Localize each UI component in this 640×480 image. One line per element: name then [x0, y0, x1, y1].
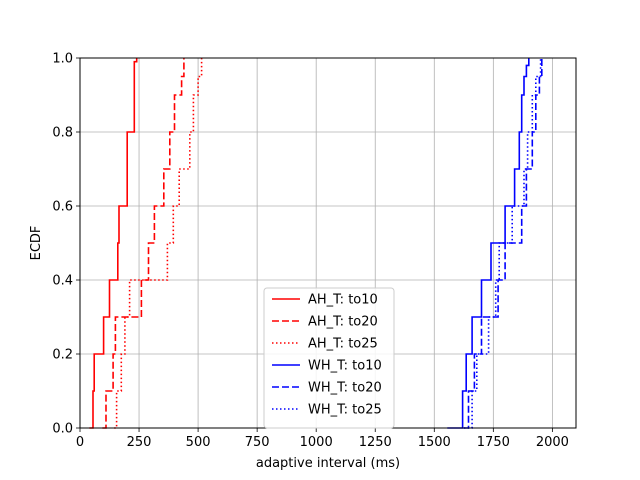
- x-tick-label: 250: [127, 435, 152, 450]
- x-tick-label: 1000: [300, 435, 333, 450]
- legend-label: WH_T: to10: [308, 359, 382, 374]
- series-line-2: [114, 58, 203, 429]
- series-line-1: [102, 58, 185, 429]
- legend: AH_T: to10 AH_T: to20 AH_T: to25 WH_T: to10…: [263, 287, 395, 429]
- y-tick-label: 0.2: [52, 348, 73, 363]
- x-tick-label: 500: [186, 435, 211, 450]
- x-tick-label: 1500: [418, 435, 451, 450]
- y-tick-label: 0.0: [52, 422, 73, 437]
- x-tick-label: 750: [245, 435, 270, 450]
- y-tick-label: 0.4: [52, 274, 73, 289]
- x-axis-ticks: 0 250 500 750 1000 1250 1500 1750 2000: [76, 428, 569, 450]
- y-tick-label: 0.6: [52, 200, 73, 215]
- x-tick-label: 1250: [359, 435, 392, 450]
- y-tick-label: 0.8: [52, 126, 73, 141]
- y-axis-ticks: 0.0 0.2 0.4 0.6 0.8 1.0: [52, 52, 80, 437]
- legend-label: WH_T: to25: [308, 403, 382, 418]
- x-tick-label: 1750: [477, 435, 510, 450]
- series-line-3: [447, 58, 530, 429]
- legend-label: WH_T: to20: [308, 381, 382, 396]
- x-tick-label: 2000: [536, 435, 569, 450]
- x-tick-label: 0: [76, 435, 84, 450]
- x-axis-label: adaptive interval (ms): [256, 456, 400, 471]
- legend-label: AH_T: to20: [308, 315, 378, 330]
- y-axis-label: ECDF: [29, 226, 44, 261]
- y-tick-label: 1.0: [52, 52, 73, 67]
- legend-box: [263, 287, 395, 429]
- legend-label: AH_T: to25: [308, 337, 378, 352]
- series-lines: [89, 58, 543, 429]
- series-line-5: [463, 58, 542, 429]
- legend-label: AH_T: to10: [308, 293, 378, 308]
- series-line-0: [89, 58, 138, 429]
